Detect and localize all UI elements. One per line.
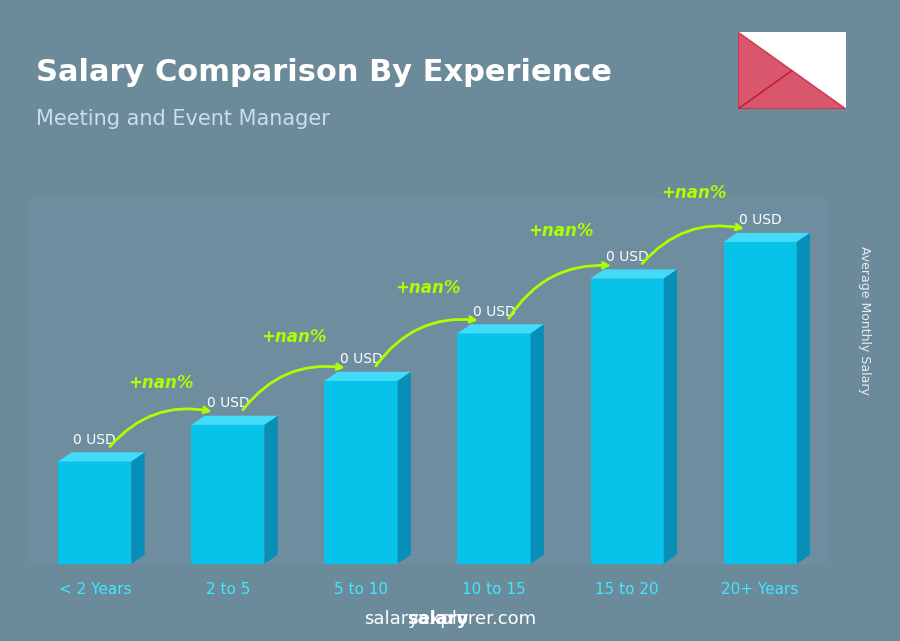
- Polygon shape: [724, 233, 810, 242]
- Text: +nan%: +nan%: [129, 374, 194, 392]
- Polygon shape: [192, 416, 278, 425]
- Text: 2 to 5: 2 to 5: [206, 582, 250, 597]
- Polygon shape: [457, 333, 531, 564]
- Polygon shape: [398, 372, 411, 564]
- Text: 10 to 15: 10 to 15: [463, 582, 526, 597]
- Polygon shape: [531, 324, 544, 564]
- Text: 20+ Years: 20+ Years: [722, 582, 799, 597]
- Text: 0 USD: 0 USD: [739, 213, 781, 228]
- Text: +nan%: +nan%: [395, 279, 460, 297]
- Text: Average Monthly Salary: Average Monthly Salary: [858, 246, 870, 395]
- Text: +nan%: +nan%: [661, 184, 726, 202]
- Polygon shape: [457, 324, 544, 333]
- Polygon shape: [58, 453, 145, 462]
- Text: 5 to 10: 5 to 10: [334, 582, 388, 597]
- Polygon shape: [738, 71, 846, 109]
- Polygon shape: [663, 269, 677, 564]
- Text: Salary Comparison By Experience: Salary Comparison By Experience: [36, 58, 612, 87]
- Polygon shape: [738, 32, 792, 109]
- Text: Meeting and Event Manager: Meeting and Event Manager: [36, 109, 330, 129]
- Text: 0 USD: 0 USD: [472, 305, 516, 319]
- Text: 0 USD: 0 USD: [206, 396, 249, 410]
- Text: 0 USD: 0 USD: [339, 353, 382, 367]
- Polygon shape: [131, 453, 145, 564]
- Text: salary: salary: [407, 610, 468, 628]
- Text: +nan%: +nan%: [527, 222, 593, 240]
- Polygon shape: [58, 462, 131, 564]
- Text: 15 to 20: 15 to 20: [595, 582, 659, 597]
- Text: +nan%: +nan%: [262, 328, 328, 346]
- Polygon shape: [590, 279, 663, 564]
- Polygon shape: [738, 32, 792, 109]
- Text: salaryexplorer.com: salaryexplorer.com: [364, 610, 536, 628]
- Polygon shape: [590, 269, 677, 279]
- Polygon shape: [796, 233, 810, 564]
- Polygon shape: [792, 32, 846, 109]
- Polygon shape: [738, 71, 846, 109]
- Polygon shape: [324, 381, 398, 564]
- Text: 0 USD: 0 USD: [74, 433, 116, 447]
- Polygon shape: [265, 416, 278, 564]
- Text: < 2 Years: < 2 Years: [58, 582, 131, 597]
- Polygon shape: [192, 425, 265, 564]
- Polygon shape: [324, 372, 411, 381]
- Polygon shape: [724, 242, 796, 564]
- Polygon shape: [738, 32, 846, 71]
- Text: 0 USD: 0 USD: [606, 250, 649, 264]
